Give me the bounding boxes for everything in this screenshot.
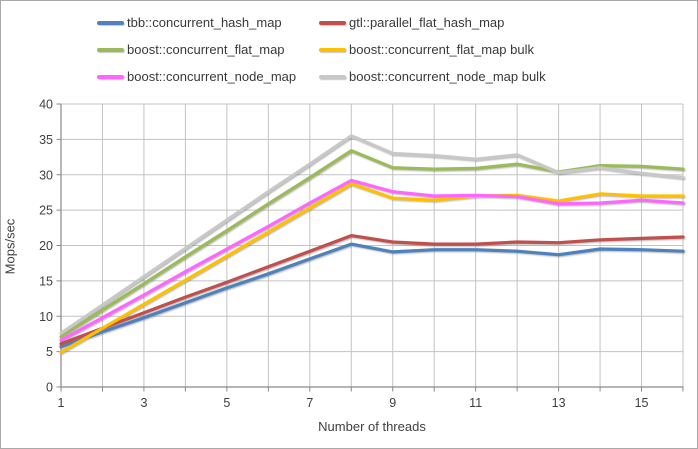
legend-label: boost::concurrent_node_map bulk: [349, 69, 546, 84]
legend-item-boost-concurrent-flat-map: boost::concurrent_flat_map: [97, 36, 319, 63]
x-tick-label: 3: [140, 396, 147, 410]
legend-label: gtl::parallel_flat_hash_map: [349, 15, 505, 30]
y-tick-label: 15: [39, 274, 53, 288]
series-line-tbb-concurrent-hash-map: [59, 242, 685, 349]
series-line-gtl-parallel-flat-hash-map: [59, 234, 685, 346]
legend-line-swatch: [97, 20, 124, 25]
y-tick-label: 20: [39, 239, 53, 253]
legend-label: boost::concurrent_flat_map bulk: [349, 42, 534, 57]
series-lines-group: [59, 134, 685, 354]
y-axis-title: Mops/sec: [2, 218, 18, 275]
legend-item-boost-concurrent-flat-map-bulk: boost::concurrent_flat_map bulk: [319, 36, 546, 63]
x-axis-title: Number of threads: [318, 419, 426, 434]
legend-line-swatch: [97, 74, 124, 79]
legend-label: tbb::concurrent_hash_map: [127, 15, 282, 30]
y-tick-label: 0: [46, 381, 53, 395]
x-tick-label: 5: [223, 396, 230, 410]
x-tick-label: 15: [635, 396, 649, 410]
legend-line-swatch: [319, 20, 346, 25]
x-tick-label: 13: [552, 396, 566, 410]
legend-label: boost::concurrent_flat_map: [127, 42, 285, 57]
legend-line-swatch: [319, 47, 346, 52]
legend-item-boost-concurrent-node-map: boost::concurrent_node_map: [97, 63, 319, 90]
legend-item-tbb-concurrent-hash-map: tbb::concurrent_hash_map: [97, 9, 319, 36]
y-tick-label: 40: [39, 98, 53, 112]
x-tick-label: 11: [469, 396, 482, 410]
legend-line-swatch: [319, 74, 346, 79]
y-tick-label: 30: [39, 168, 53, 182]
legend-line-swatch: [97, 47, 124, 52]
series-line-boost-concurrent-node-map: [59, 178, 685, 342]
y-tick-label: 35: [39, 133, 53, 147]
series-line-boost-concurrent-flat-map-bulk: [59, 182, 685, 354]
x-tick-label: 9: [389, 396, 396, 410]
y-tick-label: 10: [39, 310, 53, 324]
y-tick-label: 5: [46, 345, 53, 359]
legend-item-gtl-parallel-flat-hash-map: gtl::parallel_flat_hash_map: [319, 9, 546, 36]
x-tick-label: 7: [306, 396, 313, 410]
legend-item-boost-concurrent-node-map-bulk: boost::concurrent_node_map bulk: [319, 63, 546, 90]
chart-legend: tbb::concurrent_hash_map gtl::parallel_f…: [97, 9, 546, 90]
y-tick-label: 25: [39, 204, 53, 218]
series-line-boost-concurrent-node-map-bulk: [59, 134, 685, 335]
legend-label: boost::concurrent_node_map: [127, 69, 297, 84]
x-tick-label: 1: [58, 396, 65, 410]
